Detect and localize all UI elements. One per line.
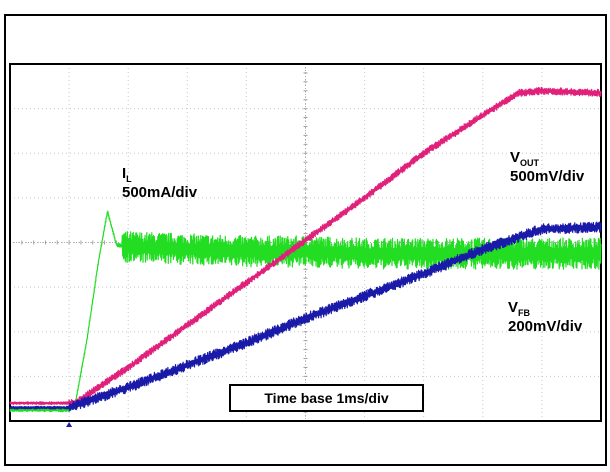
series-label-vfb: VFB (508, 299, 531, 318)
time-base-box (229, 384, 424, 412)
plot-border (9, 63, 602, 422)
series-label-subscript: OUT (520, 158, 540, 168)
trigger-marker (66, 422, 73, 427)
traces (9, 86, 602, 427)
series-scale-vfb: 200mV/div (508, 318, 583, 335)
trace-vout (9, 86, 602, 408)
trace-il (9, 210, 602, 413)
series-label-vout: VOUT (510, 149, 540, 168)
series-label-subscript: L (126, 174, 132, 184)
series-label-subscript: FB (518, 308, 530, 318)
trace-vfb (9, 221, 602, 412)
top-bar (0, 0, 610, 14)
series-label-il: IL (122, 165, 132, 184)
series-scale-il: 500mA/div (122, 184, 198, 201)
series-scale-vout: 500mV/div (510, 168, 585, 185)
time-base-label: Time base 1ms/div (264, 390, 388, 406)
